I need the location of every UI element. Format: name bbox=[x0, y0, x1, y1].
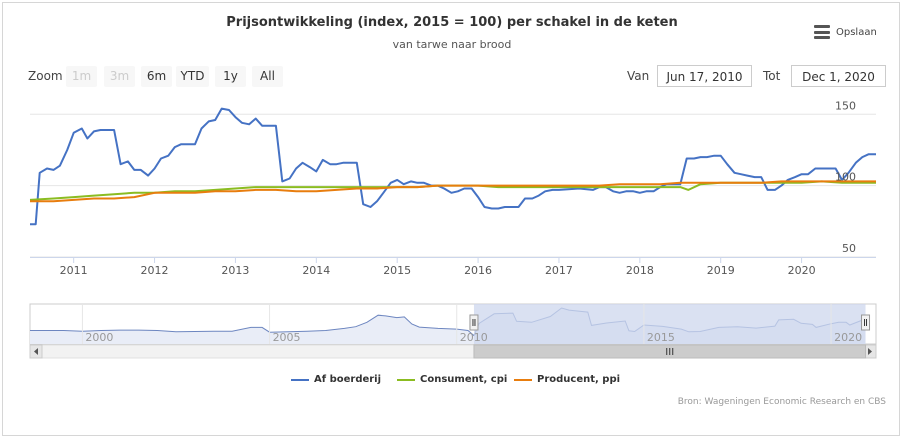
legend-item-farm[interactable]: Af boerderij bbox=[291, 374, 381, 385]
y-axis: 50 100 150 bbox=[835, 99, 856, 255]
export-button[interactable]: Opslaan bbox=[814, 23, 877, 41]
legend-swatch-producer bbox=[514, 378, 532, 381]
navigator-selection[interactable] bbox=[473, 304, 866, 344]
chevron-right-icon bbox=[868, 348, 872, 355]
x-tick-label: 2015 bbox=[383, 264, 411, 277]
navigator-handle-right[interactable] bbox=[861, 314, 871, 331]
zoom-label: Zoom bbox=[28, 69, 63, 83]
y-tick-label: 50 bbox=[842, 242, 856, 255]
series-line-producer bbox=[30, 180, 876, 203]
legend-label-farm: Af boerderij bbox=[314, 374, 382, 385]
zoom-3m-button[interactable]: 3m bbox=[104, 66, 135, 87]
x-axis: 2011 2012 2013 2014 2015 2016 2017 2018 2019 2020 bbox=[30, 257, 876, 277]
y-tick-label: 150 bbox=[835, 99, 856, 112]
x-tick-label: 2011 bbox=[60, 264, 88, 277]
to-date-input[interactable]: Dec 1, 2020 bbox=[791, 65, 886, 87]
x-tick-label: 2019 bbox=[707, 264, 735, 277]
series-line-consumer bbox=[29, 180, 876, 201]
series-layer bbox=[29, 107, 876, 226]
legend-item-producer[interactable]: Producent, ppi bbox=[514, 374, 620, 385]
from-label: Van bbox=[627, 69, 650, 83]
credits: Bron: Wageningen Economic Research en CB… bbox=[677, 397, 886, 407]
zoom-1y-button[interactable]: 1y bbox=[215, 66, 246, 87]
x-tick-label: 2012 bbox=[141, 264, 169, 277]
export-label: Opslaan bbox=[836, 26, 877, 38]
menu-icon bbox=[814, 25, 830, 39]
legend-swatch-consumer bbox=[397, 378, 415, 381]
zoom-6m-button[interactable]: 6m bbox=[141, 66, 172, 87]
x-tick-label: 2020 bbox=[788, 264, 816, 277]
x-tick-label: 2014 bbox=[302, 264, 330, 277]
chart-title: Prijsontwikkeling (index, 2015 = 100) pe… bbox=[226, 15, 678, 30]
scrollbar[interactable] bbox=[29, 344, 877, 359]
chart-subtitle: van tarwe naar brood bbox=[392, 38, 512, 51]
x-tick-label: 2016 bbox=[464, 264, 492, 277]
navigator-tick-label: 2000 bbox=[85, 331, 113, 344]
navigator-handle-left[interactable] bbox=[469, 314, 479, 331]
legend-label-producer: Producent, ppi bbox=[537, 374, 621, 385]
legend-label-consumer: Consument, cpi bbox=[420, 374, 508, 385]
from-date-input[interactable]: Jun 17, 2010 bbox=[657, 65, 752, 87]
navigator[interactable]: 2000 2005 2010 2015 2020 bbox=[29, 303, 877, 345]
navigator-tick-label: 2005 bbox=[273, 331, 301, 344]
x-tick-label: 2017 bbox=[545, 264, 573, 277]
zoom-all-button[interactable]: All bbox=[252, 66, 283, 87]
legend: Af boerderij Consument, cpi Producent, p… bbox=[0, 374, 904, 390]
chevron-left-icon bbox=[34, 348, 38, 355]
navigator-tick-label: 2020 bbox=[834, 331, 862, 344]
navigator-tick-label: 2015 bbox=[647, 331, 675, 344]
x-tick-label: 2013 bbox=[221, 264, 249, 277]
x-tick-label: 2018 bbox=[626, 264, 654, 277]
legend-item-consumer[interactable]: Consument, cpi bbox=[397, 374, 507, 385]
to-label: Tot bbox=[763, 69, 781, 83]
series-line-farm bbox=[30, 107, 876, 226]
legend-swatch-farm bbox=[291, 378, 309, 381]
zoom-ytd-button[interactable]: YTD bbox=[176, 66, 209, 87]
zoom-1m-button[interactable]: 1m bbox=[66, 66, 97, 87]
y-tick-label: 100 bbox=[835, 171, 856, 184]
navigator-tick-label: 2010 bbox=[460, 331, 488, 344]
